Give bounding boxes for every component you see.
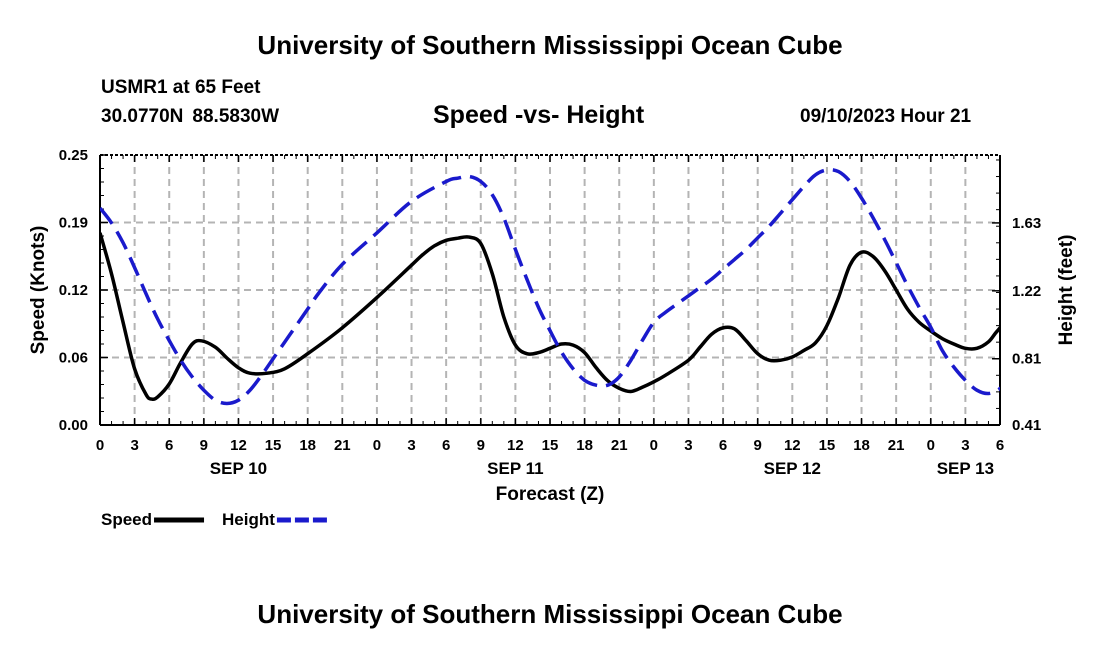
- x-tick-label: 0: [927, 437, 935, 454]
- x-tick-label: 18: [299, 437, 316, 454]
- x-tick-label: 15: [542, 437, 559, 454]
- date-label: SEP 11: [487, 459, 543, 478]
- height-legend-label: Height: [222, 510, 275, 529]
- x-tick-label: 21: [611, 437, 628, 454]
- x-tick-label: 3: [961, 437, 969, 454]
- y-tick-label: 0.12: [59, 282, 88, 299]
- x-tick-label: 21: [888, 437, 905, 454]
- x-tick-label: 9: [477, 437, 485, 454]
- x-tick-label: 12: [784, 437, 801, 454]
- x-tick-label: 3: [130, 437, 138, 454]
- y2-tick-label: 1.22: [1012, 283, 1041, 300]
- forecast-datetime: 09/10/2023 Hour 21: [800, 106, 972, 127]
- y-tick-label: 0.00: [59, 417, 88, 434]
- height-series-line: [100, 167, 1000, 406]
- footer-title: University of Southern Mississippi Ocean…: [257, 599, 843, 629]
- x-tick-label: 15: [819, 437, 836, 454]
- x-tick-label: 3: [407, 437, 415, 454]
- x-tick-label: 6: [442, 437, 450, 454]
- y-tick-label: 0.06: [59, 350, 88, 367]
- x-tick-label: 0: [96, 437, 104, 454]
- x-tick-label: 6: [719, 437, 727, 454]
- y-axis-title: Speed (Knots): [28, 226, 49, 355]
- date-label: SEP 13: [937, 459, 994, 478]
- x-tick-label: 12: [230, 437, 247, 454]
- x-tick-label: 6: [165, 437, 173, 454]
- gridlines: [100, 155, 1000, 425]
- date-label: SEP 10: [210, 459, 267, 478]
- x-tick-label: 18: [576, 437, 593, 454]
- y-tick-label: 0.25: [59, 147, 88, 164]
- header-title: University of Southern Mississippi Ocean…: [257, 30, 843, 60]
- coordinates: 30.0770N 88.5830W: [101, 106, 279, 128]
- x-axis-title: Forecast (Z): [496, 484, 605, 505]
- longitude: 88.5830W: [192, 106, 280, 127]
- y-tick-label: 0.19: [59, 215, 88, 232]
- speed-legend-label: Speed: [101, 510, 152, 529]
- legend: Speed Height: [101, 510, 327, 529]
- x-tick-label: 0: [650, 437, 658, 454]
- x-tick-label: 21: [334, 437, 351, 454]
- axis-labels: 0 3 6 9 12 15 18 21 0 3 6 9 12 15 18 21 0 3 6 9 12 15 18 21 0 3 60…: [28, 147, 1077, 505]
- y2-tick-label: 1.63: [1012, 215, 1041, 232]
- x-tick-label: 6: [996, 437, 1004, 454]
- x-tick-label: 9: [200, 437, 208, 454]
- date-label: SEP 12: [764, 459, 821, 478]
- chart-title: Speed -vs- Height: [433, 101, 645, 129]
- x-tick-label: 12: [507, 437, 524, 454]
- x-tick-label: 9: [754, 437, 762, 454]
- y2-axis-title: Height (feet): [1056, 235, 1077, 346]
- x-tick-label: 15: [265, 437, 282, 454]
- latitude: 30.0770N: [101, 106, 184, 127]
- series-lines: [100, 167, 1000, 406]
- plot-frame: [99, 154, 1001, 426]
- station-label: USMR1 at 65 Feet: [101, 77, 261, 98]
- x-tick-label: 0: [373, 437, 381, 454]
- y2-tick-label: 0.81: [1012, 351, 1041, 368]
- x-tick-label: 3: [684, 437, 692, 454]
- x-tick-label: 18: [853, 437, 870, 454]
- speed-series-line: [100, 232, 1000, 401]
- y2-tick-label: 0.41: [1012, 417, 1041, 434]
